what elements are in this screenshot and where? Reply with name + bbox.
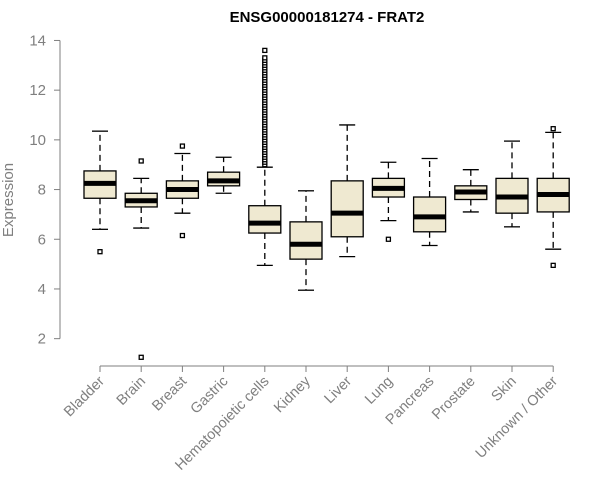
box-lung bbox=[371, 161, 406, 242]
outlier-point bbox=[138, 158, 144, 164]
box-hematopoietic-cells bbox=[248, 47, 282, 267]
box-pancreas bbox=[412, 157, 447, 247]
y-axis: 2 4 6 8 10 12 14 bbox=[29, 32, 61, 348]
x-category-label: Lung bbox=[362, 374, 396, 408]
x-category-label: Breast bbox=[149, 374, 190, 415]
box-gastric bbox=[206, 156, 241, 194]
box-bladder bbox=[83, 130, 117, 255]
box-brain bbox=[124, 158, 158, 360]
outlier-point bbox=[550, 262, 556, 269]
outlier-point bbox=[179, 232, 186, 239]
outlier-point bbox=[550, 126, 556, 132]
box-kidney bbox=[289, 190, 323, 291]
chart-title: ENSG00000181274 - FRAT2 bbox=[230, 9, 425, 26]
y-axis-title: Expression bbox=[0, 163, 17, 237]
box-series bbox=[83, 47, 570, 360]
x-category-label: Bladder bbox=[61, 373, 108, 420]
y-tick-label: 14 bbox=[29, 32, 46, 49]
x-category-label: Brain bbox=[114, 374, 149, 409]
outlier-point bbox=[262, 47, 268, 54]
y-tick-label: 4 bbox=[38, 281, 46, 298]
x-category-label: Skin bbox=[489, 374, 520, 405]
y-tick-label: 8 bbox=[38, 182, 46, 199]
y-tick-label: 6 bbox=[38, 231, 46, 248]
outlier-point bbox=[138, 354, 144, 360]
box-skin bbox=[495, 140, 529, 228]
y-tick-label: 10 bbox=[29, 132, 46, 149]
x-category-label: Kidney bbox=[271, 373, 314, 416]
outlier-point bbox=[97, 249, 103, 255]
y-tick-label: 12 bbox=[29, 82, 46, 99]
y-tick-label: 2 bbox=[38, 331, 46, 348]
box-liver bbox=[330, 124, 364, 258]
outlier-point bbox=[385, 236, 392, 242]
x-category-label: Liver bbox=[321, 373, 355, 407]
iqr-box bbox=[248, 205, 282, 234]
iqr-box bbox=[289, 221, 323, 260]
box-unknown-other bbox=[536, 126, 570, 269]
box-breast bbox=[165, 143, 200, 239]
iqr-box bbox=[330, 180, 364, 238]
outlier-point bbox=[262, 55, 268, 61]
x-category-label: Prostate bbox=[429, 374, 478, 423]
box-prostate bbox=[454, 169, 488, 213]
outlier-point bbox=[179, 143, 186, 149]
